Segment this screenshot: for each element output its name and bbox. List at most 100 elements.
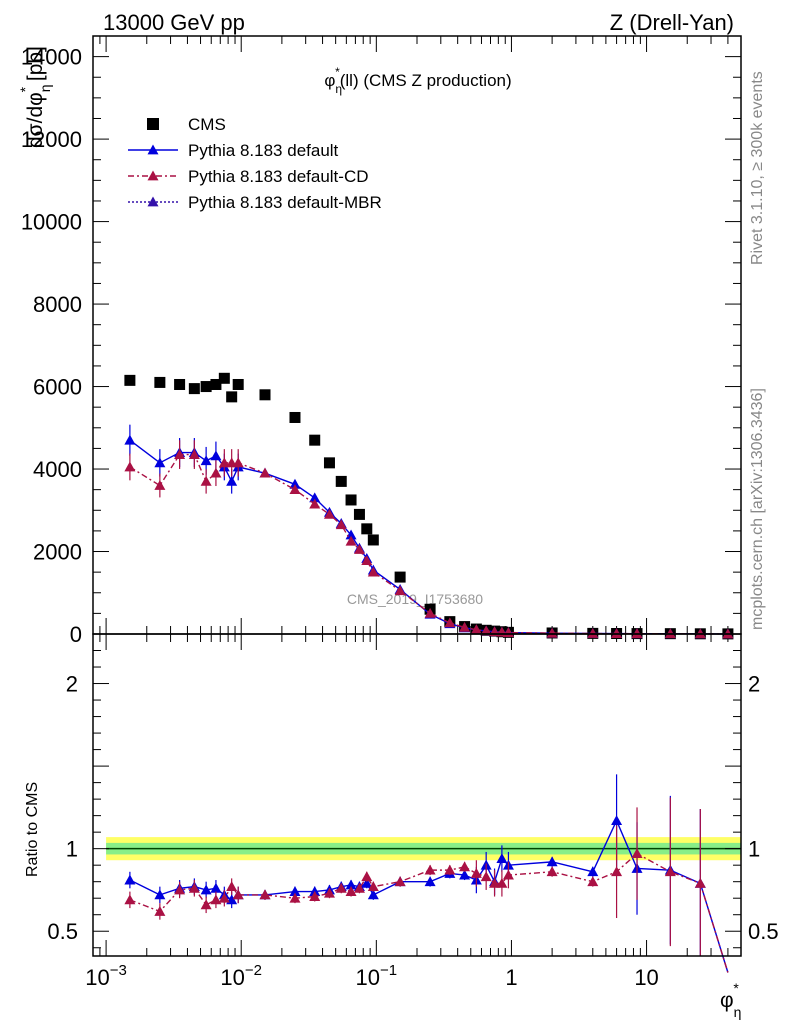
tick-labels: 0 2000 4000 6000 8000 10000 12000 14000 0.5 0.5 1 1… <box>21 45 779 990</box>
xlabel-phi: φ <box>720 989 734 1012</box>
main-y-tick-label: 8000 <box>33 292 82 317</box>
ratio-marker <box>367 881 379 892</box>
series-layer <box>124 372 734 973</box>
ratio-marker <box>459 869 471 880</box>
ratio-marker <box>587 876 599 887</box>
series-marker <box>394 585 406 596</box>
ratio-line-1 <box>129 852 729 973</box>
cms-data-point <box>367 534 379 546</box>
series-marker <box>218 457 230 468</box>
cms-data-point <box>218 372 230 384</box>
legend-marker <box>147 144 159 155</box>
title-eta-sub: η <box>335 82 342 96</box>
ratio-marker <box>470 867 482 878</box>
series-marker <box>470 624 482 635</box>
legend-marker <box>147 170 159 181</box>
ratio-plot-frame <box>92 633 742 957</box>
ratio-marker <box>587 866 599 877</box>
ratio-marker <box>361 871 373 882</box>
ratio-marker <box>631 848 643 859</box>
ratio-marker <box>309 886 321 896</box>
main-y-tick-label: 2000 <box>33 540 82 565</box>
ratio-y-tick-label: 2 <box>66 672 78 697</box>
ratio-marker <box>345 886 357 896</box>
x-tick-label: 1 <box>505 965 517 990</box>
series-marker <box>154 457 166 468</box>
series-marker <box>188 449 200 459</box>
series-marker <box>174 449 186 459</box>
side-label-rivet: Rivet 3.1.10, ≥ 300k events <box>749 71 766 265</box>
cms-data-point <box>154 376 166 388</box>
series-marker <box>200 475 212 486</box>
legend-marker <box>147 196 159 207</box>
header-left: 13000 GeV pp <box>103 10 245 35</box>
cms-data-point <box>188 383 200 395</box>
series-marker <box>259 467 271 478</box>
ratio-marker <box>289 886 301 896</box>
ratio-uncertainty-band <box>106 837 741 861</box>
ratio-marker <box>424 876 436 887</box>
main-y-tick-label: 0 <box>70 622 82 647</box>
ratio-marker <box>353 882 365 893</box>
main-y-tick-label: 4000 <box>33 457 82 482</box>
ratio-marker <box>489 877 501 888</box>
legend: CMS Pythia 8.183 default Pythia 8.183 defa… <box>128 115 382 212</box>
series-marker <box>459 621 471 632</box>
series-marker <box>353 543 365 554</box>
ratio-marker <box>496 877 508 888</box>
legend-marker-cms <box>147 118 159 130</box>
ratio-marker <box>502 869 514 880</box>
ylabel-sup: * <box>17 86 33 92</box>
ratio-marker <box>200 884 212 895</box>
series-marker <box>335 519 347 530</box>
ratio-marker <box>200 899 212 910</box>
ratio-marker <box>174 884 186 895</box>
title-star-sup: * <box>335 65 340 79</box>
legend-label: Pythia 8.183 default <box>188 141 339 160</box>
series-marker <box>587 628 599 638</box>
ratio-marker <box>124 874 136 885</box>
main-plot-title: φη *(ll) (CMS Z production) <box>324 65 511 96</box>
ratio-marker <box>154 889 166 900</box>
main-y-tick-label: 6000 <box>33 375 82 400</box>
title-rest: (ll) (CMS Z production) <box>340 71 512 90</box>
series-marker <box>226 475 238 486</box>
x-tick-label: 10−2 <box>220 962 262 990</box>
main-y-tick-label: 12000 <box>21 127 82 152</box>
ratio-marker <box>309 891 321 901</box>
ratio-marker <box>218 892 230 903</box>
cms-data-point <box>259 389 271 401</box>
cms-data-point <box>226 391 238 403</box>
cms-data-point <box>210 378 222 390</box>
ylabel-b: [pb] <box>24 46 47 87</box>
ratio-y-axis-label: Ratio to CMS <box>24 782 41 877</box>
series-marker <box>345 535 357 546</box>
ratio-marker <box>335 882 347 893</box>
cms-data-point <box>289 411 301 423</box>
main-y-axis-label: dσ/dφη * [pb] <box>17 46 53 148</box>
ratio-marker <box>394 876 406 887</box>
x-tick-label: 10−3 <box>85 962 127 990</box>
x-tick-label: 10−1 <box>356 962 398 990</box>
cms-data-point <box>232 378 244 390</box>
cms-data-point <box>335 475 347 487</box>
ratio-marker <box>694 877 706 888</box>
cms-data-point <box>174 378 186 390</box>
series-marker <box>480 625 492 636</box>
cms-data-point <box>323 457 335 469</box>
series-marker <box>309 492 321 503</box>
ratio-marker <box>424 864 436 875</box>
cms-data-point <box>345 494 357 506</box>
ratio-marker <box>345 879 357 890</box>
series-marker <box>323 508 335 519</box>
x-axis-label: φη * <box>720 980 741 1020</box>
ratio-y-tick-label-right: 2 <box>748 672 760 697</box>
ratio-marker <box>546 856 558 867</box>
series-marker <box>611 628 623 638</box>
cms-data-point <box>124 374 136 386</box>
series-marker <box>309 498 321 509</box>
series-marker <box>232 457 244 468</box>
watermark: CMS_2019_I1753680 <box>347 591 483 607</box>
ratio-marker <box>361 877 373 888</box>
series-marker <box>345 529 357 540</box>
